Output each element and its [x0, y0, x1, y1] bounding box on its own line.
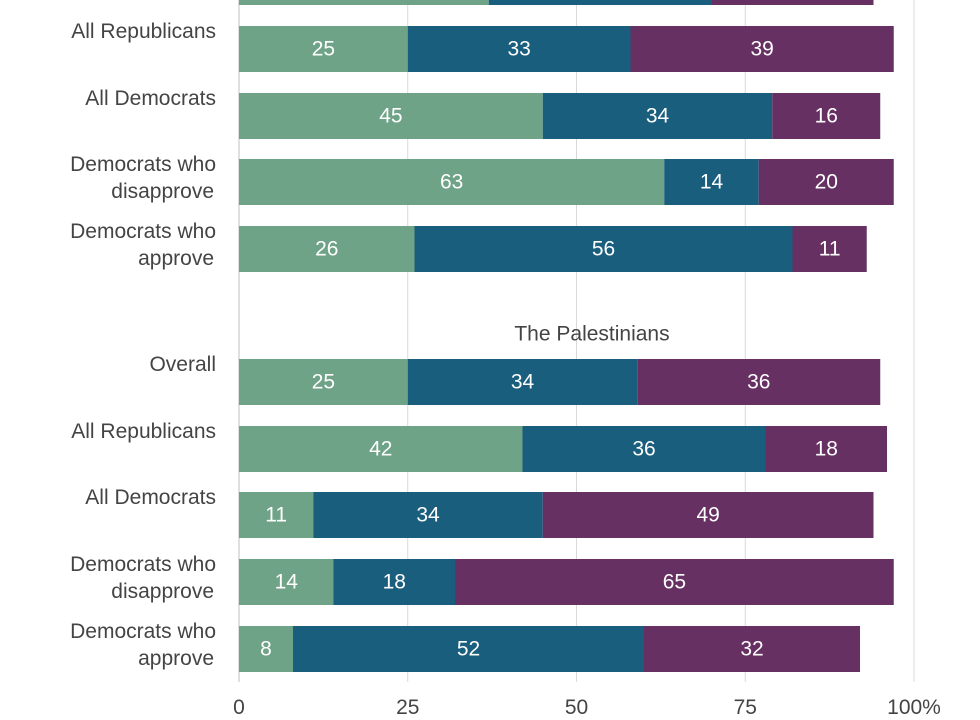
bar-segment	[644, 626, 860, 672]
bar-segment	[239, 426, 523, 472]
bar-segment	[522, 426, 766, 472]
x-tick-label: 25	[396, 696, 419, 719]
category-label: Overall	[149, 353, 216, 376]
panel-title-palestinians: The Palestinians	[514, 323, 669, 346]
data-label: 18	[383, 571, 406, 594]
data-label: 14	[700, 171, 724, 194]
bar-segment	[664, 159, 759, 205]
bar-segment	[239, 93, 543, 139]
bar-segments	[239, 0, 894, 672]
category-label: All Republicans	[71, 20, 216, 43]
bar-segment	[758, 159, 894, 205]
data-label: 8	[260, 638, 272, 661]
data-labels: 25 33 39 45 34 16 63 14 20 26 56 11 25 34 36 42 36 18 11 34…	[260, 38, 840, 661]
bar-segment	[765, 426, 887, 472]
data-label: 25	[312, 371, 335, 394]
bar-segment	[792, 226, 867, 272]
data-label: 26	[315, 238, 338, 261]
category-label: Democrats who approve	[70, 220, 216, 270]
data-label: 25	[312, 38, 335, 61]
bar-segment	[293, 626, 644, 672]
data-label: 36	[632, 438, 655, 461]
data-label: 34	[416, 504, 440, 527]
data-label: 11	[265, 504, 287, 527]
bar-segment	[630, 26, 894, 72]
data-label: 63	[440, 171, 463, 194]
bar-segment-partial	[711, 0, 874, 5]
x-tick-label: 100%	[887, 696, 941, 719]
bar-segment	[333, 559, 455, 605]
data-label: 42	[369, 438, 392, 461]
bar-segment	[239, 359, 408, 405]
data-label: 32	[740, 638, 763, 661]
bar-segment-partial	[239, 0, 489, 5]
data-label: 20	[815, 171, 838, 194]
bar-segment	[239, 226, 415, 272]
data-label: 39	[750, 38, 773, 61]
data-label: 16	[815, 105, 838, 128]
data-label: 52	[457, 638, 480, 661]
bar-segment	[542, 93, 773, 139]
x-tick-label: 75	[734, 696, 757, 719]
data-label: 34	[511, 371, 535, 394]
category-label: Democrats who disapprove	[70, 153, 216, 203]
category-label: All Democrats	[85, 486, 216, 509]
data-label: 33	[507, 38, 530, 61]
bar-segment	[239, 159, 665, 205]
bar-segment	[239, 559, 334, 605]
x-tick-label: 0	[233, 696, 245, 719]
data-label: 11	[819, 238, 841, 261]
data-label: 56	[592, 238, 615, 261]
bar-segment	[407, 26, 631, 72]
bar-segment-partial	[488, 0, 712, 5]
bar-segment	[239, 626, 293, 672]
category-label: All Democrats	[85, 87, 216, 110]
bar-segment	[455, 559, 894, 605]
data-label: 36	[747, 371, 770, 394]
data-label: 34	[646, 105, 670, 128]
bar-segment	[313, 492, 543, 538]
category-label: All Republicans	[71, 420, 216, 443]
data-label: 45	[379, 105, 402, 128]
data-label: 18	[815, 438, 838, 461]
data-label: 49	[696, 504, 719, 527]
x-axis-ticks: 0 25 50 75 100%	[233, 696, 941, 719]
bar-segment	[239, 26, 408, 72]
bar-segment	[414, 226, 793, 272]
category-labels: All Republicans All Democrats Democrats wh…	[70, 20, 216, 670]
bar-segment	[239, 492, 314, 538]
data-label: 14	[275, 571, 299, 594]
bar-segment	[637, 359, 881, 405]
category-label: Democrats who approve	[70, 620, 216, 670]
bar-segment	[772, 93, 881, 139]
category-label: Democrats who disapprove	[70, 553, 216, 603]
x-tick-label: 50	[565, 696, 588, 719]
bar-segment	[407, 359, 638, 405]
data-label: 65	[663, 571, 686, 594]
bar-segment	[542, 492, 874, 538]
